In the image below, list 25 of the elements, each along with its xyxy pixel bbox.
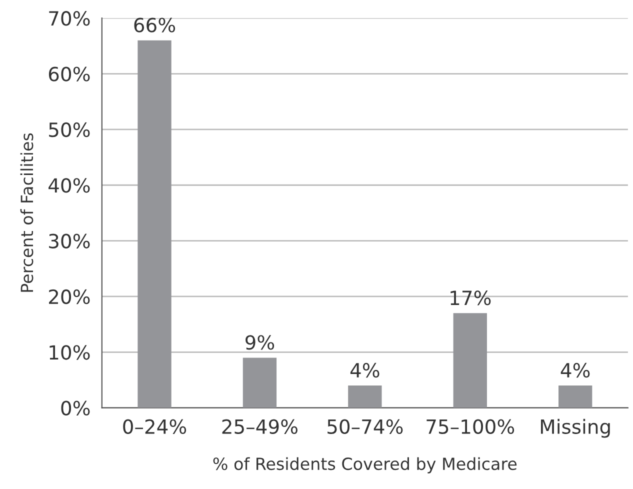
bar	[453, 313, 487, 408]
bar	[138, 40, 172, 408]
y-tick-label: 30%	[49, 234, 90, 248]
x-tick-label: 25–49%	[222, 419, 298, 434]
y-tick-label: 40%	[48, 178, 90, 193]
y-tick-label: 20%	[49, 289, 90, 304]
data-label: 4%	[350, 362, 380, 378]
bar	[348, 386, 382, 408]
y-tick-label: 50%	[49, 122, 90, 138]
y-tick-label: 0%	[61, 400, 90, 416]
bar	[242, 358, 277, 408]
x-tick-label: Missing	[540, 418, 610, 438]
y-tick-label: 60%	[48, 66, 90, 82]
data-label: 4%	[560, 362, 590, 378]
x-tick-label: 0–24%	[123, 419, 186, 434]
data-label: 17%	[450, 290, 491, 306]
y-tick-label: 10%	[50, 345, 90, 360]
y-axis-title: Percent of Facilities	[20, 133, 34, 292]
x-tick-label: 50–74%	[328, 419, 403, 434]
data-label: 66%	[134, 18, 176, 32]
x-axis-title: % of Residents Covered by Medicare	[213, 457, 517, 474]
x-tick-label: 75–100%	[426, 419, 514, 434]
y-tick-label: 70%	[49, 11, 90, 26]
data-label: 9%	[246, 335, 274, 350]
bar	[558, 386, 592, 408]
